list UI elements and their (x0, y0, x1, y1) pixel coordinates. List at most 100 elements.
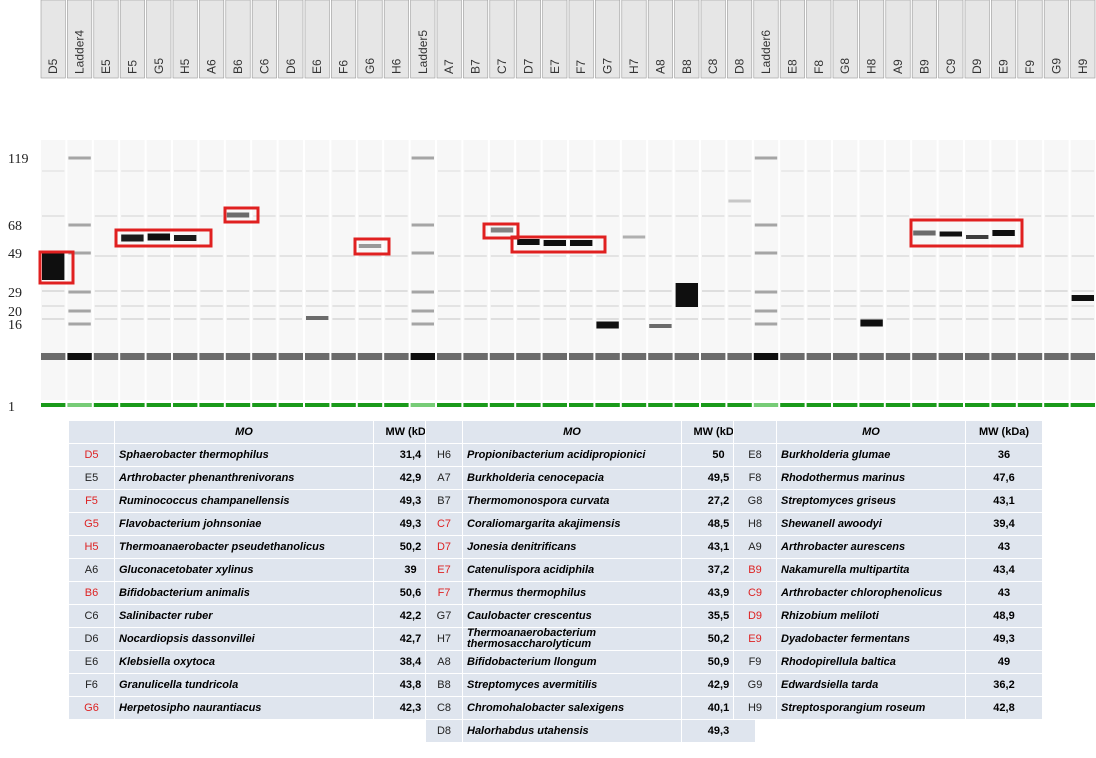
band (68, 310, 90, 313)
row-id: C6 (69, 605, 115, 628)
molecular-weight: 36 (966, 444, 1043, 467)
table-row: B9Nakamurella multipartita43,4 (734, 559, 1043, 582)
band (966, 305, 988, 307)
band (860, 305, 882, 307)
organism: Rhodothermus marinus (777, 467, 966, 490)
band (253, 305, 275, 307)
band (42, 252, 64, 280)
marker-band (516, 403, 540, 407)
lane-label: D6 (284, 58, 298, 74)
band (95, 170, 117, 172)
band (121, 215, 143, 217)
band (623, 170, 645, 172)
lane-bg (331, 140, 355, 400)
table-row: F7Thermus thermophilus43,9 (426, 582, 756, 605)
header-cell (426, 421, 463, 444)
band (173, 353, 197, 360)
band (1019, 305, 1041, 307)
lane-bg (595, 140, 619, 400)
band (227, 290, 249, 292)
band (1072, 215, 1094, 217)
row-id: H8 (734, 513, 777, 536)
lane-bg (411, 140, 435, 400)
lane-label: Ladder5 (416, 30, 430, 74)
band (385, 305, 407, 307)
lane-bg (305, 140, 329, 400)
band (280, 170, 302, 172)
row-id: G6 (69, 697, 115, 720)
band (728, 200, 750, 203)
lane-label: F6 (337, 60, 351, 74)
band (940, 318, 962, 320)
organism-table: MOMW (kDa)H6Propionibacterium acidipropi… (425, 420, 756, 743)
band (649, 170, 671, 172)
header-cell (734, 421, 777, 444)
lane-label: Ladder4 (73, 30, 87, 74)
marker-label: 49 (8, 247, 22, 262)
molecular-weight: 43,4 (966, 559, 1043, 582)
marker-band (199, 403, 223, 407)
band (596, 318, 618, 320)
lane-bg (622, 140, 646, 400)
band (200, 170, 222, 172)
lane-label: H5 (178, 58, 192, 74)
row-id: B7 (426, 490, 463, 513)
lane-bg (648, 140, 672, 400)
band (174, 215, 196, 217)
band (120, 353, 144, 360)
band (596, 290, 618, 292)
band (438, 318, 460, 320)
organism: Chromohalobacter salexigens (463, 697, 682, 720)
band (886, 353, 910, 360)
band (1019, 318, 1041, 320)
lane-label: G8 (838, 58, 852, 74)
row-id: F6 (69, 674, 115, 697)
marker-band (595, 403, 619, 407)
marker-label: 16 (8, 318, 22, 333)
band (859, 353, 883, 360)
band (517, 305, 539, 307)
band (966, 255, 988, 257)
band (940, 290, 962, 292)
row-id: D7 (426, 536, 463, 559)
band (517, 215, 539, 217)
table-row: C6Salinibacter ruber42,2 (69, 605, 448, 628)
band (200, 318, 222, 320)
band (306, 290, 328, 292)
marker-band (173, 403, 197, 407)
band (992, 318, 1014, 320)
band (464, 255, 486, 257)
band (464, 170, 486, 172)
band (491, 228, 513, 233)
band (42, 318, 64, 320)
band (306, 305, 328, 307)
band (966, 318, 988, 320)
header-row: MOMW (kDa) (734, 421, 1043, 444)
band (68, 323, 90, 326)
band (596, 170, 618, 172)
band (359, 305, 381, 307)
band (728, 290, 750, 292)
band (517, 239, 539, 245)
row-id: A8 (426, 651, 463, 674)
lane-bg (886, 140, 910, 400)
band (702, 305, 724, 307)
lane-label: E7 (548, 59, 562, 74)
band (95, 215, 117, 217)
table-row: B7Thermomonospora curvata27,2 (426, 490, 756, 513)
molecular-weight: 43,1 (966, 490, 1043, 513)
lane-label: E9 (997, 59, 1011, 74)
lane-bg (1044, 140, 1068, 400)
lane-label: H8 (865, 58, 879, 74)
lane-label: G6 (363, 58, 377, 74)
band (623, 305, 645, 307)
band (199, 353, 223, 360)
band (834, 290, 856, 292)
band (808, 318, 830, 320)
lane-bg (939, 140, 963, 400)
band (438, 215, 460, 217)
marker-band (648, 403, 672, 407)
band (517, 170, 539, 172)
row-id: F9 (734, 651, 777, 674)
band (1019, 170, 1041, 172)
